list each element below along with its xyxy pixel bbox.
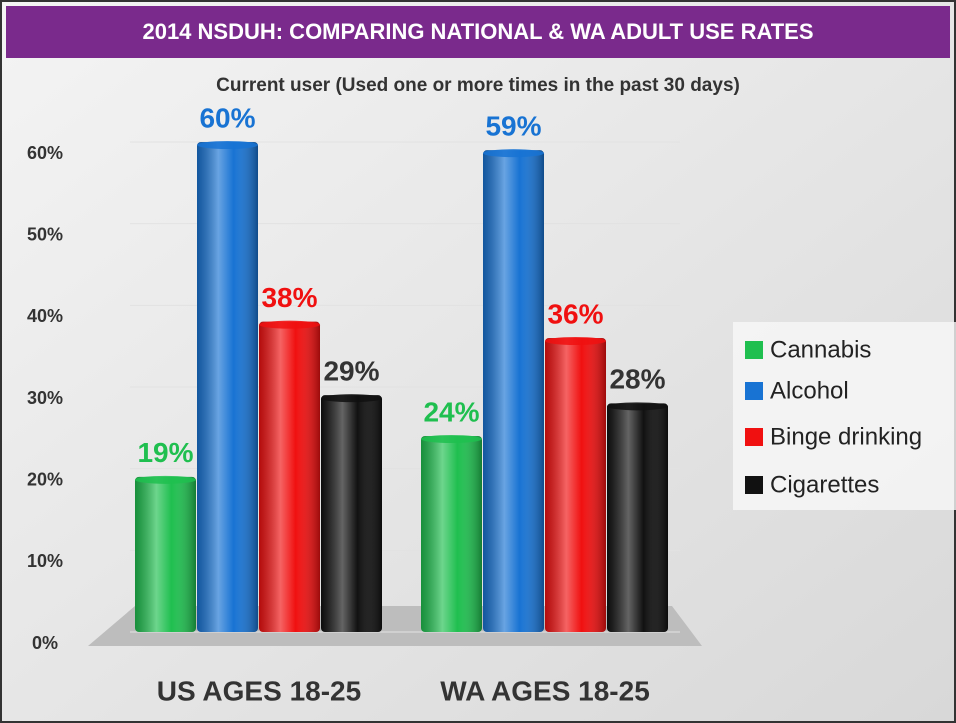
y-tick-label: 0%	[32, 633, 58, 653]
data-label: 19%	[137, 437, 193, 468]
data-label: 60%	[199, 102, 255, 133]
x-tick-label: WA AGES 18-25	[440, 675, 650, 706]
bar-top	[607, 402, 668, 411]
bar-top	[483, 149, 544, 158]
legend-swatch	[745, 341, 763, 359]
chart-title: 2014 NSDUH: COMPARING NATIONAL & WA ADUL…	[142, 19, 813, 44]
legend-label: Cigarettes	[770, 471, 879, 498]
x-tick-label: US AGES 18-25	[157, 675, 361, 706]
bar-shading	[421, 436, 482, 632]
bar-top	[135, 475, 196, 484]
y-tick-label: 60%	[27, 143, 63, 163]
legend-label: Cannabis	[770, 336, 871, 363]
bar-shading	[197, 142, 258, 632]
bar-top	[197, 141, 258, 149]
data-label: 28%	[609, 364, 665, 395]
bar-shading	[545, 338, 606, 632]
legend-swatch	[745, 476, 763, 494]
y-tick-label: 50%	[27, 224, 63, 244]
y-tick-label: 40%	[27, 306, 63, 326]
bar-shading	[321, 395, 382, 632]
data-label: 38%	[261, 282, 317, 313]
bar-shading	[259, 321, 320, 632]
bar-top	[259, 320, 320, 329]
bar-shading	[607, 403, 668, 632]
chart-subtitle: Current user (Used one or more times in …	[216, 75, 740, 96]
legend-swatch	[745, 428, 763, 446]
bar-top	[545, 337, 606, 345]
data-label: 36%	[547, 298, 603, 329]
data-label: 24%	[423, 396, 479, 427]
y-tick-label: 20%	[27, 469, 63, 489]
y-tick-label: 30%	[27, 388, 63, 408]
data-label: 29%	[323, 356, 379, 387]
bar-top	[321, 394, 382, 403]
legend-swatch	[745, 382, 763, 400]
bar-shading	[483, 150, 544, 632]
title-bar	[6, 6, 950, 58]
y-tick-label: 10%	[27, 551, 63, 571]
data-label: 59%	[485, 111, 541, 142]
bar-top	[421, 435, 482, 443]
legend-box	[733, 322, 956, 510]
legend-label: Binge drinking	[770, 423, 922, 450]
legend-label: Alcohol	[770, 377, 849, 404]
bar-shading	[135, 476, 196, 632]
